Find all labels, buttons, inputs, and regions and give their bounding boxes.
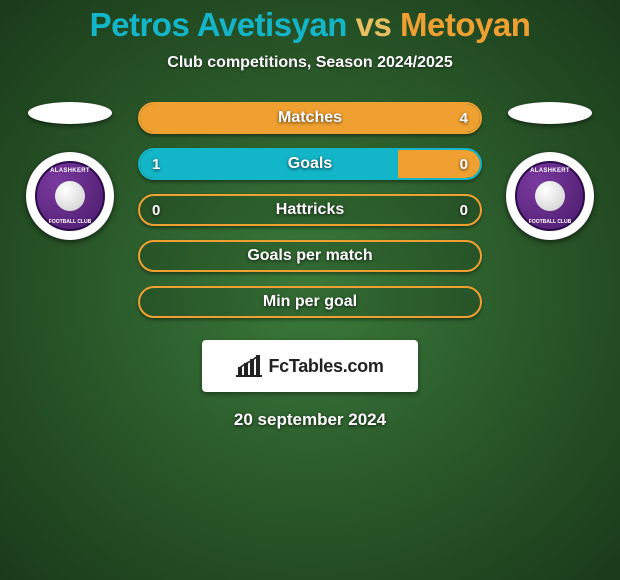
football-icon: [535, 181, 565, 211]
left-side-column: ALASHKERT FOOTBALL CLUB: [20, 102, 120, 240]
stat-bar: Min per goal: [138, 286, 482, 318]
stat-bar: Goals per match: [138, 240, 482, 272]
player2-club-badge: ALASHKERT FOOTBALL CLUB: [506, 152, 594, 240]
date-label: 20 september 2024: [234, 410, 386, 430]
content-wrapper: Petros Avetisyan vs Metoyan Club competi…: [0, 0, 620, 580]
vs-label: vs: [356, 6, 392, 43]
bar-label: Goals: [288, 155, 332, 173]
bar-value-left: 1: [152, 156, 160, 173]
bar-value-left: 0: [152, 202, 160, 219]
bar-label: Min per goal: [263, 293, 357, 311]
club-name-bottom: FOOTBALL CLUB: [49, 219, 91, 225]
brand-box[interactable]: FcTables.com: [202, 340, 418, 392]
brand-name: FcTables.com: [268, 356, 383, 377]
player1-name: Petros Avetisyan: [90, 6, 347, 43]
bar-label: Hattricks: [276, 201, 344, 219]
stat-bar: 0 0 Hattricks: [138, 194, 482, 226]
club-name-top: ALASHKERT: [530, 168, 570, 174]
player2-name: Metoyan: [400, 6, 530, 43]
bar-value-right: 0: [460, 202, 468, 219]
club-name-bottom: FOOTBALL CLUB: [529, 219, 571, 225]
bar-value-right: 0: [460, 156, 468, 173]
page-title: Petros Avetisyan vs Metoyan: [90, 6, 531, 44]
subtitle: Club competitions, Season 2024/2025: [167, 54, 452, 72]
stat-bar: 1 0 Goals: [138, 148, 482, 180]
player1-nationality-flag: [28, 102, 112, 124]
club-name-top: ALASHKERT: [50, 168, 90, 174]
bar-label: Matches: [278, 109, 342, 127]
main-row: ALASHKERT FOOTBALL CLUB 4 Matches 1 0 Goals 0…: [0, 102, 620, 318]
bars-chart-icon: [236, 355, 262, 377]
stat-bar: 4 Matches: [138, 102, 482, 134]
right-side-column: ALASHKERT FOOTBALL CLUB: [500, 102, 600, 240]
player2-nationality-flag: [508, 102, 592, 124]
club-badge-inner: ALASHKERT FOOTBALL CLUB: [515, 161, 585, 231]
bar-label: Goals per match: [247, 247, 372, 265]
football-icon: [55, 181, 85, 211]
player1-club-badge: ALASHKERT FOOTBALL CLUB: [26, 152, 114, 240]
stat-bars: 4 Matches 1 0 Goals 0 0 Hattricks Goals per matc…: [138, 102, 482, 318]
club-badge-inner: ALASHKERT FOOTBALL CLUB: [35, 161, 105, 231]
bar-value-right: 4: [460, 110, 468, 127]
